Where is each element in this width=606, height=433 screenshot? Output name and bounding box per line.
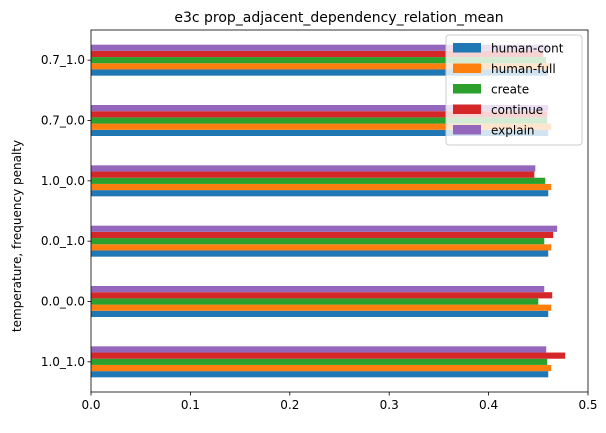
bar-explain-1.0_1.0 xyxy=(91,346,547,353)
y-tick-label: 0.7_1.0 xyxy=(41,53,85,67)
legend: human-cont human-full create continue explai… xyxy=(445,34,583,146)
axes-group: 0.0 0.1 0.2 0.3 0.4 0.5 1.0_1.0 0.0_0.0 0.0_1.0 1… xyxy=(41,29,598,412)
bar-create-0.7_0.0 xyxy=(91,117,548,124)
x-tick-label: 0.2 xyxy=(280,398,299,412)
x-tick-label: 0.4 xyxy=(479,398,498,412)
x-tick-label: 0.3 xyxy=(380,398,399,412)
bar-human-full-1.0_0.0 xyxy=(91,183,552,191)
bar-human-cont-0.7_0.0 xyxy=(91,129,549,136)
bar-continue-0.0_1.0 xyxy=(91,231,554,239)
y-tick-label: 0.7_0.0 xyxy=(41,114,85,128)
legend-label-explain: explain xyxy=(491,124,535,138)
bar-continue-1.0_1.0 xyxy=(91,352,566,359)
x-tick-label: 0.0 xyxy=(81,398,100,412)
chart-title: e3c prop_adjacent_dependency_relation_me… xyxy=(174,10,503,26)
y-tick-label: 0.0_0.0 xyxy=(41,295,85,309)
legend-label-human-cont: human-cont xyxy=(491,42,564,56)
bar-human-cont-1.0_0.0 xyxy=(91,190,549,197)
legend-swatch-create xyxy=(453,84,481,94)
bar-create-0.0_1.0 xyxy=(91,238,545,245)
y-axis-label: temperature, frequency penalty xyxy=(10,140,24,332)
bar-continue-0.0_0.0 xyxy=(91,292,553,299)
legend-label-create: create xyxy=(491,83,529,97)
legend-swatch-continue xyxy=(453,104,481,114)
bar-human-cont-0.0_0.0 xyxy=(91,310,549,317)
bar-continue-1.0_0.0 xyxy=(91,171,535,178)
y-tick-label: 1.0_1.0 xyxy=(41,355,85,369)
bar-human-cont-0.0_1.0 xyxy=(91,250,549,257)
y-tick-label: 0.0_1.0 xyxy=(41,234,85,248)
bar-continue-0.7_1.0 xyxy=(91,50,544,58)
legend-label-human-full: human-full xyxy=(491,62,556,76)
bar-human-cont-1.0_1.0 xyxy=(91,371,549,378)
bar-create-1.0_1.0 xyxy=(91,358,548,365)
plot-frame xyxy=(90,29,589,393)
legend-swatch-explain xyxy=(453,125,481,135)
bar-explain-0.7_0.0 xyxy=(91,105,549,112)
y-tick-label: 1.0_0.0 xyxy=(41,174,85,188)
bar-create-1.0_0.0 xyxy=(91,177,546,184)
legend-swatch-human-full xyxy=(453,63,481,73)
bar-human-full-0.0_1.0 xyxy=(91,244,552,251)
bar-human-full-0.7_1.0 xyxy=(91,63,552,70)
bars-group xyxy=(91,44,566,378)
bar-continue-0.7_0.0 xyxy=(91,111,548,118)
bar-human-cont-0.7_1.0 xyxy=(91,69,549,76)
x-tick-label: 0.1 xyxy=(181,398,200,412)
bar-human-full-0.7_0.0 xyxy=(91,123,552,130)
bar-explain-0.0_0.0 xyxy=(91,286,545,293)
bar-create-0.7_1.0 xyxy=(91,57,547,64)
bar-create-0.0_0.0 xyxy=(91,298,539,305)
bar-human-full-0.0_0.0 xyxy=(91,304,552,311)
legend-box xyxy=(445,34,583,146)
bar-explain-0.0_1.0 xyxy=(91,225,558,232)
x-tick-label: 0.5 xyxy=(578,398,597,412)
bar-explain-1.0_0.0 xyxy=(91,165,536,172)
legend-swatch-human-cont xyxy=(453,43,481,53)
bar-human-full-1.0_1.0 xyxy=(91,364,552,372)
bar-explain-0.7_1.0 xyxy=(91,44,549,51)
legend-label-continue: continue xyxy=(491,103,543,117)
